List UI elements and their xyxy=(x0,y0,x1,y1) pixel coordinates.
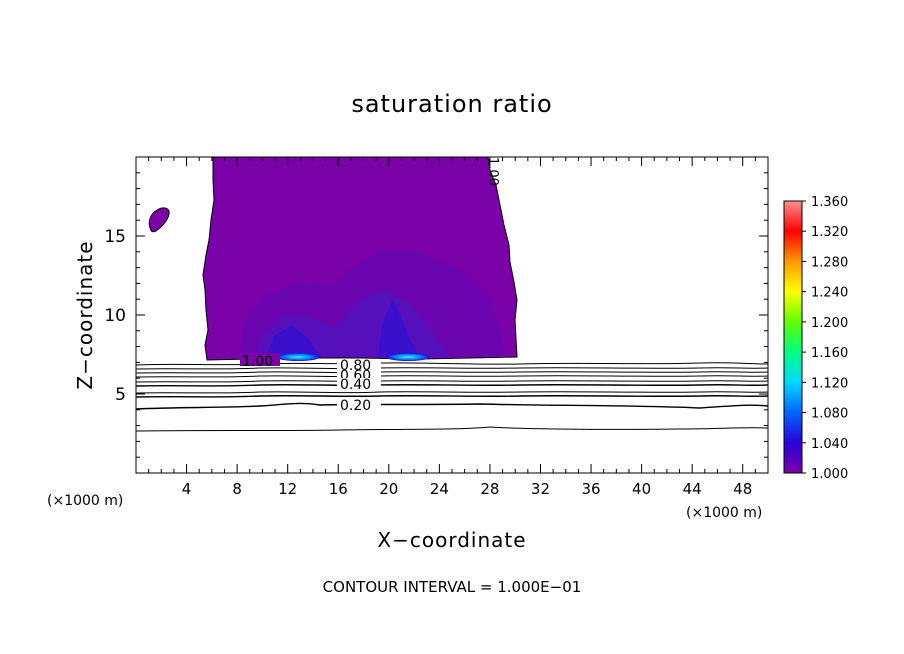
colorbar-tick-label: 1.000 xyxy=(811,467,848,482)
y-tick-label: 5 xyxy=(115,385,126,405)
contour-label-2: 0.80 xyxy=(340,358,371,374)
colorbar-tick-label: 1.160 xyxy=(811,346,848,361)
x-tick-label: 16 xyxy=(329,480,348,498)
y-axis-label: Z−coordinate xyxy=(73,240,97,389)
contour-label-4: 0.40 xyxy=(340,377,371,393)
chart-title: saturation ratio xyxy=(351,90,552,118)
x-tick-label: 8 xyxy=(232,480,242,498)
x-axis-label: X−coordinate xyxy=(377,528,526,552)
x-tick-label: 40 xyxy=(632,480,651,498)
contour-label-1: 1.00 xyxy=(242,354,273,370)
x-tick-label: 32 xyxy=(531,480,550,498)
x-tick-label: 4 xyxy=(182,480,192,498)
x-tick-label: 12 xyxy=(278,480,297,498)
small-blob xyxy=(148,207,170,233)
y-tick-label: 10 xyxy=(104,306,126,326)
x-tick-label: 24 xyxy=(430,480,449,498)
maximum-right xyxy=(386,353,430,361)
colorbar-tick-label: 1.120 xyxy=(811,376,848,391)
x-tick-label: 28 xyxy=(480,480,499,498)
contour-label-5: 0.20 xyxy=(340,398,371,414)
colorbar-tick-label: 1.040 xyxy=(811,437,848,452)
colorbar-bar xyxy=(783,200,803,474)
x-tick-label: 20 xyxy=(379,480,398,498)
contour-lines xyxy=(136,362,768,432)
colorbar-tick-label: 1.360 xyxy=(811,195,848,210)
colorbar-tick-label: 1.240 xyxy=(811,286,848,301)
contour-label-top: 1.00 xyxy=(485,157,500,186)
y-tick-label: 15 xyxy=(104,227,126,247)
colorbar: 1.360 1.320 1.280 1.240 1.200 1.160 1.120 1.080… xyxy=(783,195,848,482)
colorbar-tick-label: 1.280 xyxy=(811,255,848,270)
contour-interval-note: CONTOUR INTERVAL = 1.000E−01 xyxy=(323,578,582,596)
colorbar-tick-label: 1.320 xyxy=(811,225,848,240)
x-axis-unit-left: (×1000 m) xyxy=(47,493,123,509)
colorbar-tick-label: 1.200 xyxy=(811,316,848,331)
x-tick-label: 36 xyxy=(581,480,600,498)
inner-band-4 xyxy=(378,300,420,357)
x-tick-label: 48 xyxy=(733,480,752,498)
maximum-left xyxy=(276,353,320,361)
inner-band-3 xyxy=(265,325,322,357)
plot-area: 1.00 0.80 0.60 0.40 0.20 1.00 xyxy=(136,157,768,432)
x-tick-label: 44 xyxy=(683,480,702,498)
colorbar-tick-label: 1.080 xyxy=(811,407,848,422)
x-axis-unit-right: (×1000 m) xyxy=(686,505,762,521)
